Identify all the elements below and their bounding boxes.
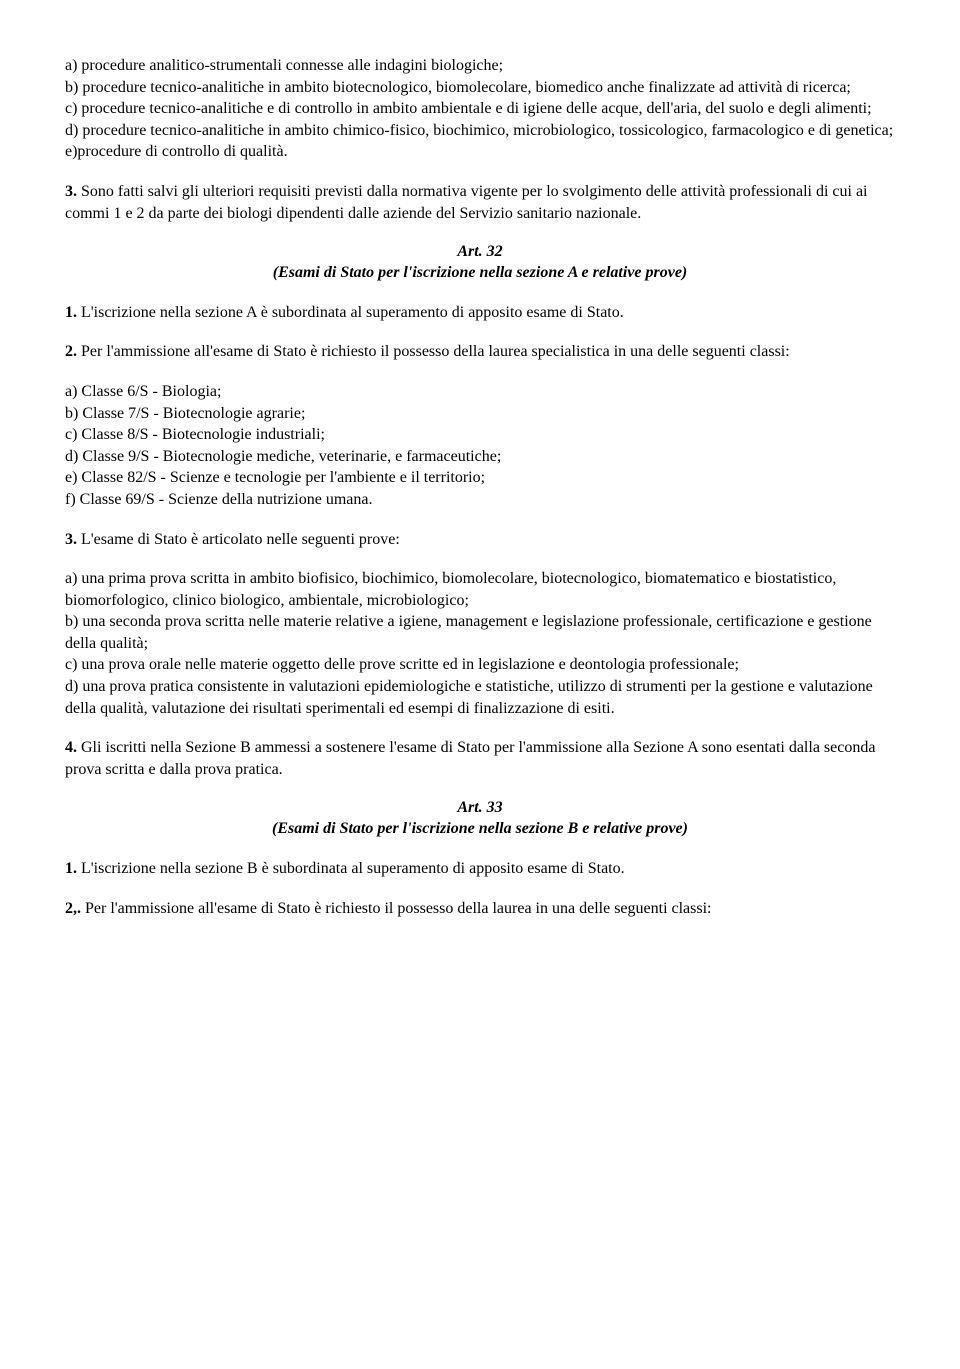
para-text: Gli iscritti nella Sezione B ammessi a s… bbox=[65, 739, 875, 778]
para-text: L'iscrizione nella sezione B è subordina… bbox=[77, 860, 625, 877]
art32-para3: 3. L'esame di Stato è articolato nelle s… bbox=[65, 529, 895, 551]
para-number: 4. bbox=[65, 739, 77, 756]
art33-para1: 1. L'iscrizione nella sezione B è subord… bbox=[65, 858, 895, 880]
article-title: (Esami di Stato per l'iscrizione nella s… bbox=[65, 819, 895, 840]
list-item: f) Classe 69/S - Scienze della nutrizion… bbox=[65, 489, 895, 511]
para-number: 1. bbox=[65, 860, 77, 877]
list-item: b) procedure tecnico-analitiche in ambit… bbox=[65, 77, 895, 99]
article-number: Art. 33 bbox=[65, 798, 895, 819]
para-text: Per l'ammissione all'esame di Stato è ri… bbox=[77, 343, 790, 360]
list-item: d) una prova pratica consistente in valu… bbox=[65, 676, 895, 719]
para-text: Per l'ammissione all'esame di Stato è ri… bbox=[81, 900, 712, 917]
art32-para1: 1. L'iscrizione nella sezione A è subord… bbox=[65, 302, 895, 324]
para-number: 3. bbox=[65, 531, 77, 548]
list-item: e) Classe 82/S - Scienze e tecnologie pe… bbox=[65, 467, 895, 489]
article-number: Art. 32 bbox=[65, 242, 895, 263]
classes-list: a) Classe 6/S - Biologia; b) Classe 7/S … bbox=[65, 381, 895, 511]
para-number: 2,. bbox=[65, 900, 81, 917]
art33-para2: 2,. Per l'ammissione all'esame di Stato … bbox=[65, 898, 895, 920]
para-number: 3. bbox=[65, 183, 77, 200]
paragraph-3: 3. Sono fatti salvi gli ulteriori requis… bbox=[65, 181, 895, 224]
para-text: L'esame di Stato è articolato nelle segu… bbox=[77, 531, 400, 548]
para-number: 2. bbox=[65, 343, 77, 360]
art32-para4: 4. Gli iscritti nella Sezione B ammessi … bbox=[65, 737, 895, 780]
para-number: 1. bbox=[65, 304, 77, 321]
article-33-heading: Art. 33 (Esami di Stato per l'iscrizione… bbox=[65, 798, 895, 840]
prove-list: a) una prima prova scritta in ambito bio… bbox=[65, 568, 895, 719]
list-item: c) Classe 8/S - Biotecnologie industrial… bbox=[65, 424, 895, 446]
list-item: b) una seconda prova scritta nelle mater… bbox=[65, 611, 895, 654]
list-item: a) Classe 6/S - Biologia; bbox=[65, 381, 895, 403]
list-item: a) una prima prova scritta in ambito bio… bbox=[65, 568, 895, 611]
procedures-list-1: a) procedure analitico-strumentali conne… bbox=[65, 55, 895, 163]
article-32-heading: Art. 32 (Esami di Stato per l'iscrizione… bbox=[65, 242, 895, 284]
article-title: (Esami di Stato per l'iscrizione nella s… bbox=[65, 263, 895, 284]
list-item: d) Classe 9/S - Biotecnologie mediche, v… bbox=[65, 446, 895, 468]
list-item: c) una prova orale nelle materie oggetto… bbox=[65, 654, 895, 676]
list-item: c) procedure tecnico-analitiche e di con… bbox=[65, 98, 895, 120]
list-item: b) Classe 7/S - Biotecnologie agrarie; bbox=[65, 403, 895, 425]
list-item: a) procedure analitico-strumentali conne… bbox=[65, 55, 895, 77]
art32-para2: 2. Per l'ammissione all'esame di Stato è… bbox=[65, 341, 895, 363]
para-text: L'iscrizione nella sezione A è subordina… bbox=[77, 304, 624, 321]
para-text: Sono fatti salvi gli ulteriori requisiti… bbox=[65, 183, 868, 222]
list-item: d) procedure tecnico-analitiche in ambit… bbox=[65, 120, 895, 142]
list-item: e)procedure di controllo di qualità. bbox=[65, 141, 895, 163]
